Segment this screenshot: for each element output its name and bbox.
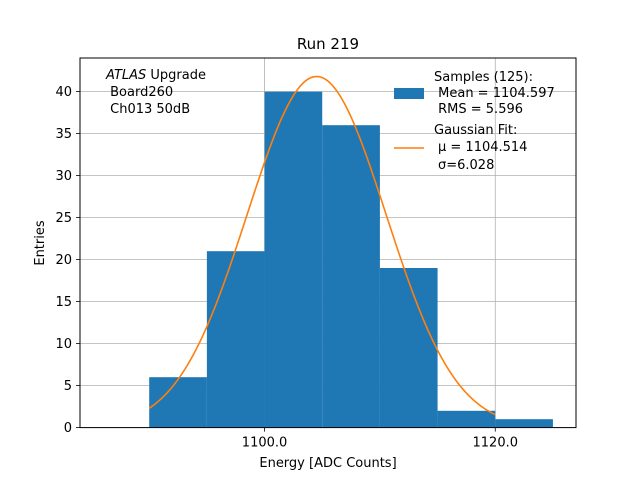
- gaussian-fit-curve: [148, 75, 496, 416]
- y-tick-label: 40: [55, 85, 72, 100]
- histogram-bar: [495, 419, 553, 428]
- y-tick-label: 0: [64, 421, 72, 436]
- axis-ticks: 0 5 10 15 20 25 30 35 40 1100.0 1120.0: [55, 85, 518, 451]
- histogram-bar: [149, 377, 207, 428]
- legend-fit-mu: μ = 1104.514: [438, 140, 527, 155]
- y-tick-label: 35: [55, 127, 72, 142]
- y-tick-label: 30: [55, 169, 72, 184]
- legend-fit-sigma: σ=6.028: [438, 158, 494, 173]
- atlas-annotation: ATLAS Upgrade Board260 Ch013 50dB: [105, 68, 206, 117]
- histogram-bar: [379, 268, 438, 428]
- annotation-atlas: ATLAS: [105, 68, 146, 83]
- legend-fit-line-1: Gaussian Fit:: [434, 123, 517, 138]
- y-tick-label: 15: [55, 295, 72, 310]
- histogram-bar: [322, 125, 380, 428]
- histogram-bar: [437, 410, 496, 428]
- histogram-bar: [264, 91, 323, 428]
- chart-title: Run 219: [297, 35, 359, 53]
- axes-frame: [79, 57, 577, 429]
- y-tick-label: 25: [55, 211, 72, 226]
- annotation-line-2: Board260: [106, 85, 173, 100]
- histogram-bars: [149, 91, 553, 428]
- annotation-line-3: Ch013 50dB: [106, 102, 190, 117]
- y-tick-label: 5: [64, 379, 72, 394]
- histogram-bar: [206, 251, 265, 428]
- annotation-line-1: ATLAS Upgrade: [105, 68, 206, 83]
- annotation-upgrade: Upgrade: [146, 68, 206, 83]
- legend: Samples (125): Mean = 1104.597 RMS = 5.5…: [394, 70, 555, 173]
- x-tick-label: 1120.0: [473, 436, 519, 451]
- y-tick-label: 20: [55, 253, 72, 268]
- x-axis-label: Energy [ADC Counts]: [259, 456, 396, 471]
- gaussian-fit: [148, 75, 496, 416]
- x-tick-label: 1100.0: [242, 436, 288, 451]
- legend-samples-line-1: Samples (125):: [434, 70, 533, 85]
- y-tick-label: 10: [55, 337, 72, 352]
- legend-samples-line-3: RMS = 5.596: [434, 102, 523, 117]
- y-axis-label: Entries: [33, 220, 48, 266]
- legend-samples-line-2: Mean = 1104.597: [434, 86, 555, 101]
- legend-samples-swatch: [394, 88, 424, 99]
